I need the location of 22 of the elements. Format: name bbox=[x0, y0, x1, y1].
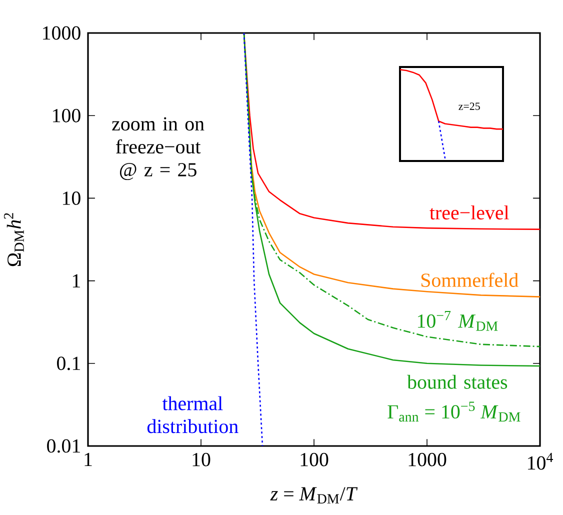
x-tick-label: 100 bbox=[300, 452, 328, 466]
series-label: thermal distribution bbox=[147, 396, 238, 434]
y-tick-label: 0.1 bbox=[57, 356, 80, 370]
series-label: bound states bbox=[407, 374, 508, 389]
y-tick-label: 1 bbox=[72, 274, 80, 288]
x-axis-title: z = M$_{DM}$/T bbox=[270, 487, 358, 504]
x-tick-label: 10 bbox=[192, 452, 210, 466]
x-tick-label: 10$^{4}$ bbox=[528, 452, 553, 470]
annotation: z=25 bbox=[458, 102, 480, 110]
y-tick-label: 10 bbox=[62, 191, 80, 205]
y-axis-title: Ω$_{DM}$h$^{2}$ bbox=[4, 213, 24, 266]
series-label: Sommerfeld bbox=[421, 272, 518, 287]
line-series bbox=[243, 32, 264, 447]
y-tick-label: 0.01 bbox=[47, 439, 80, 453]
y-tick-label: 100 bbox=[53, 108, 80, 122]
x-tick-label: 1000 bbox=[408, 452, 446, 466]
annotation: Γ$_{ann}$ = 10$^{−5}$ M$_{DM}$ bbox=[388, 402, 520, 422]
series-label: tree−level bbox=[430, 205, 509, 220]
annotation: zoom in on freeze−out @ z = 25 bbox=[112, 117, 204, 180]
series-label: 10$^{−7}$ M$_{DM}$ bbox=[418, 310, 498, 331]
x-tick-label: 1 bbox=[84, 452, 92, 466]
y-tick-label: 1000 bbox=[43, 26, 80, 40]
